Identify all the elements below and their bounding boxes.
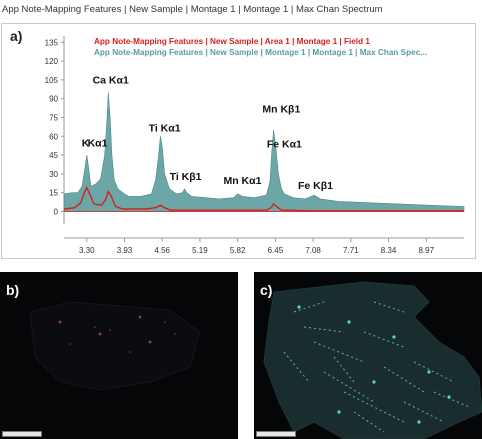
- map-b-speck: [98, 332, 102, 336]
- x-tick-label: 7.08: [305, 246, 321, 255]
- map-c-speck: [372, 380, 376, 384]
- map-c-speck: [392, 335, 396, 339]
- y-tick-label: 120: [45, 57, 59, 66]
- scale-bar: [256, 431, 296, 437]
- map-b-speck: [94, 326, 96, 328]
- x-tick-label: 5.19: [192, 246, 208, 255]
- x-tick-label: 6.45: [268, 246, 284, 255]
- legend-entry: App Note-Mapping Features | New Sample |…: [94, 48, 427, 57]
- map-c-speck: [297, 305, 301, 309]
- map-b-features: [29, 301, 201, 391]
- y-tick-label: 90: [49, 95, 58, 104]
- y-tick-label: 105: [45, 76, 59, 85]
- map-c-speck: [447, 395, 451, 399]
- map-b-speck: [148, 340, 152, 344]
- element-map-c[interactable]: c): [254, 272, 482, 439]
- series-area-max-chan: [63, 92, 465, 212]
- peak-label: Kα1: [88, 137, 108, 149]
- map-b-speck: [174, 333, 176, 335]
- series-line-area1: [63, 186, 464, 212]
- x-tick-label: 5.82: [230, 246, 246, 255]
- map-c-features: [263, 281, 482, 439]
- peak-label: Fe Kα1: [267, 139, 302, 151]
- x-tick-label: 8.97: [418, 246, 434, 255]
- map-c-streak: [303, 326, 345, 333]
- legend-entry: App Note-Mapping Features | New Sample |…: [94, 37, 370, 46]
- peak-label: Ti Kβ1: [170, 171, 202, 183]
- map-b-speck: [109, 329, 111, 331]
- map-c-speck: [427, 370, 431, 374]
- y-tick-label: 135: [45, 38, 59, 47]
- map-b-speck: [164, 321, 166, 323]
- x-tick-label: 3.93: [117, 246, 133, 255]
- map-c-streak: [293, 301, 325, 313]
- peak-label: Mn Kβ1: [262, 103, 300, 115]
- panel-label-a: a): [10, 28, 23, 44]
- spectrum-panel: a) 135 120 105 90 75 60 45 30 15 0 3.30 3.93 4.56 5.1…: [1, 23, 476, 259]
- peak-label: Mn Kα1: [223, 175, 261, 187]
- map-c-speck: [417, 420, 421, 424]
- peak-label: Ti Kα1: [149, 122, 181, 134]
- map-c-streak: [373, 301, 405, 313]
- sample-region: [263, 281, 482, 439]
- map-c-speck: [337, 410, 341, 414]
- map-b-speck: [58, 320, 62, 324]
- element-map-b[interactable]: b): [0, 272, 238, 439]
- y-tick-label: 15: [49, 189, 58, 198]
- sample-outline: [29, 301, 201, 391]
- window-title: App Note-Mapping Features | New Sample |…: [2, 4, 383, 15]
- spectrum-chart: 135 120 105 90 75 60 45 30 15 0 3.30 3.93 4.56 5.19 5.…: [45, 36, 465, 255]
- y-tick-label: 0: [54, 207, 59, 216]
- map-c-streak: [353, 411, 385, 433]
- map-c-streak: [313, 341, 365, 363]
- x-tick-label: 4.56: [154, 246, 170, 255]
- map-c-speck: [347, 320, 351, 324]
- map-b-speck: [129, 351, 131, 353]
- panel-label-c: c): [260, 282, 273, 298]
- map-b-speck: [138, 315, 142, 319]
- y-tick-label: 75: [49, 113, 58, 122]
- x-tick-label: 3.30: [79, 246, 95, 255]
- map-c-streak: [283, 351, 310, 383]
- peak-label: Fe Kβ1: [298, 180, 333, 192]
- y-tick-label: 45: [49, 151, 58, 160]
- y-tick-label: 30: [49, 170, 58, 179]
- map-c-streak: [363, 331, 405, 348]
- map-c-streak: [433, 391, 470, 408]
- y-tick-label: 60: [49, 132, 58, 141]
- map-b-speck: [69, 343, 71, 345]
- x-tick-label: 7.71: [343, 246, 359, 255]
- scale-bar: [2, 431, 42, 437]
- map-c-streak: [333, 356, 355, 383]
- panel-label-b: b): [6, 282, 20, 298]
- map-c-streak: [343, 391, 405, 423]
- peak-label: Ca Kα1: [93, 75, 129, 87]
- peak-label: K: [82, 137, 90, 149]
- x-tick-label: 8.34: [381, 246, 397, 255]
